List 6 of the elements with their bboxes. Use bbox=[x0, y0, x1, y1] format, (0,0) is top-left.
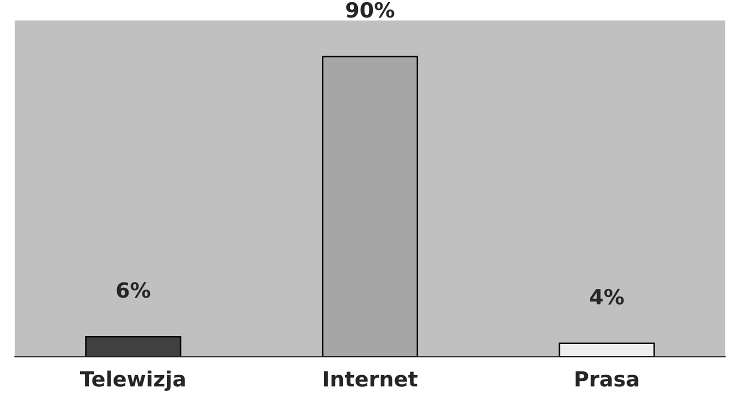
data-label: 6% bbox=[116, 282, 150, 298]
x-tick-label: Internet bbox=[324, 371, 418, 387]
x-tick-label: Prasa bbox=[576, 371, 638, 387]
data-label: 4% bbox=[590, 288, 624, 305]
data-label: 90% bbox=[346, 2, 394, 18]
x-tick-label: Telewizja bbox=[80, 370, 185, 391]
